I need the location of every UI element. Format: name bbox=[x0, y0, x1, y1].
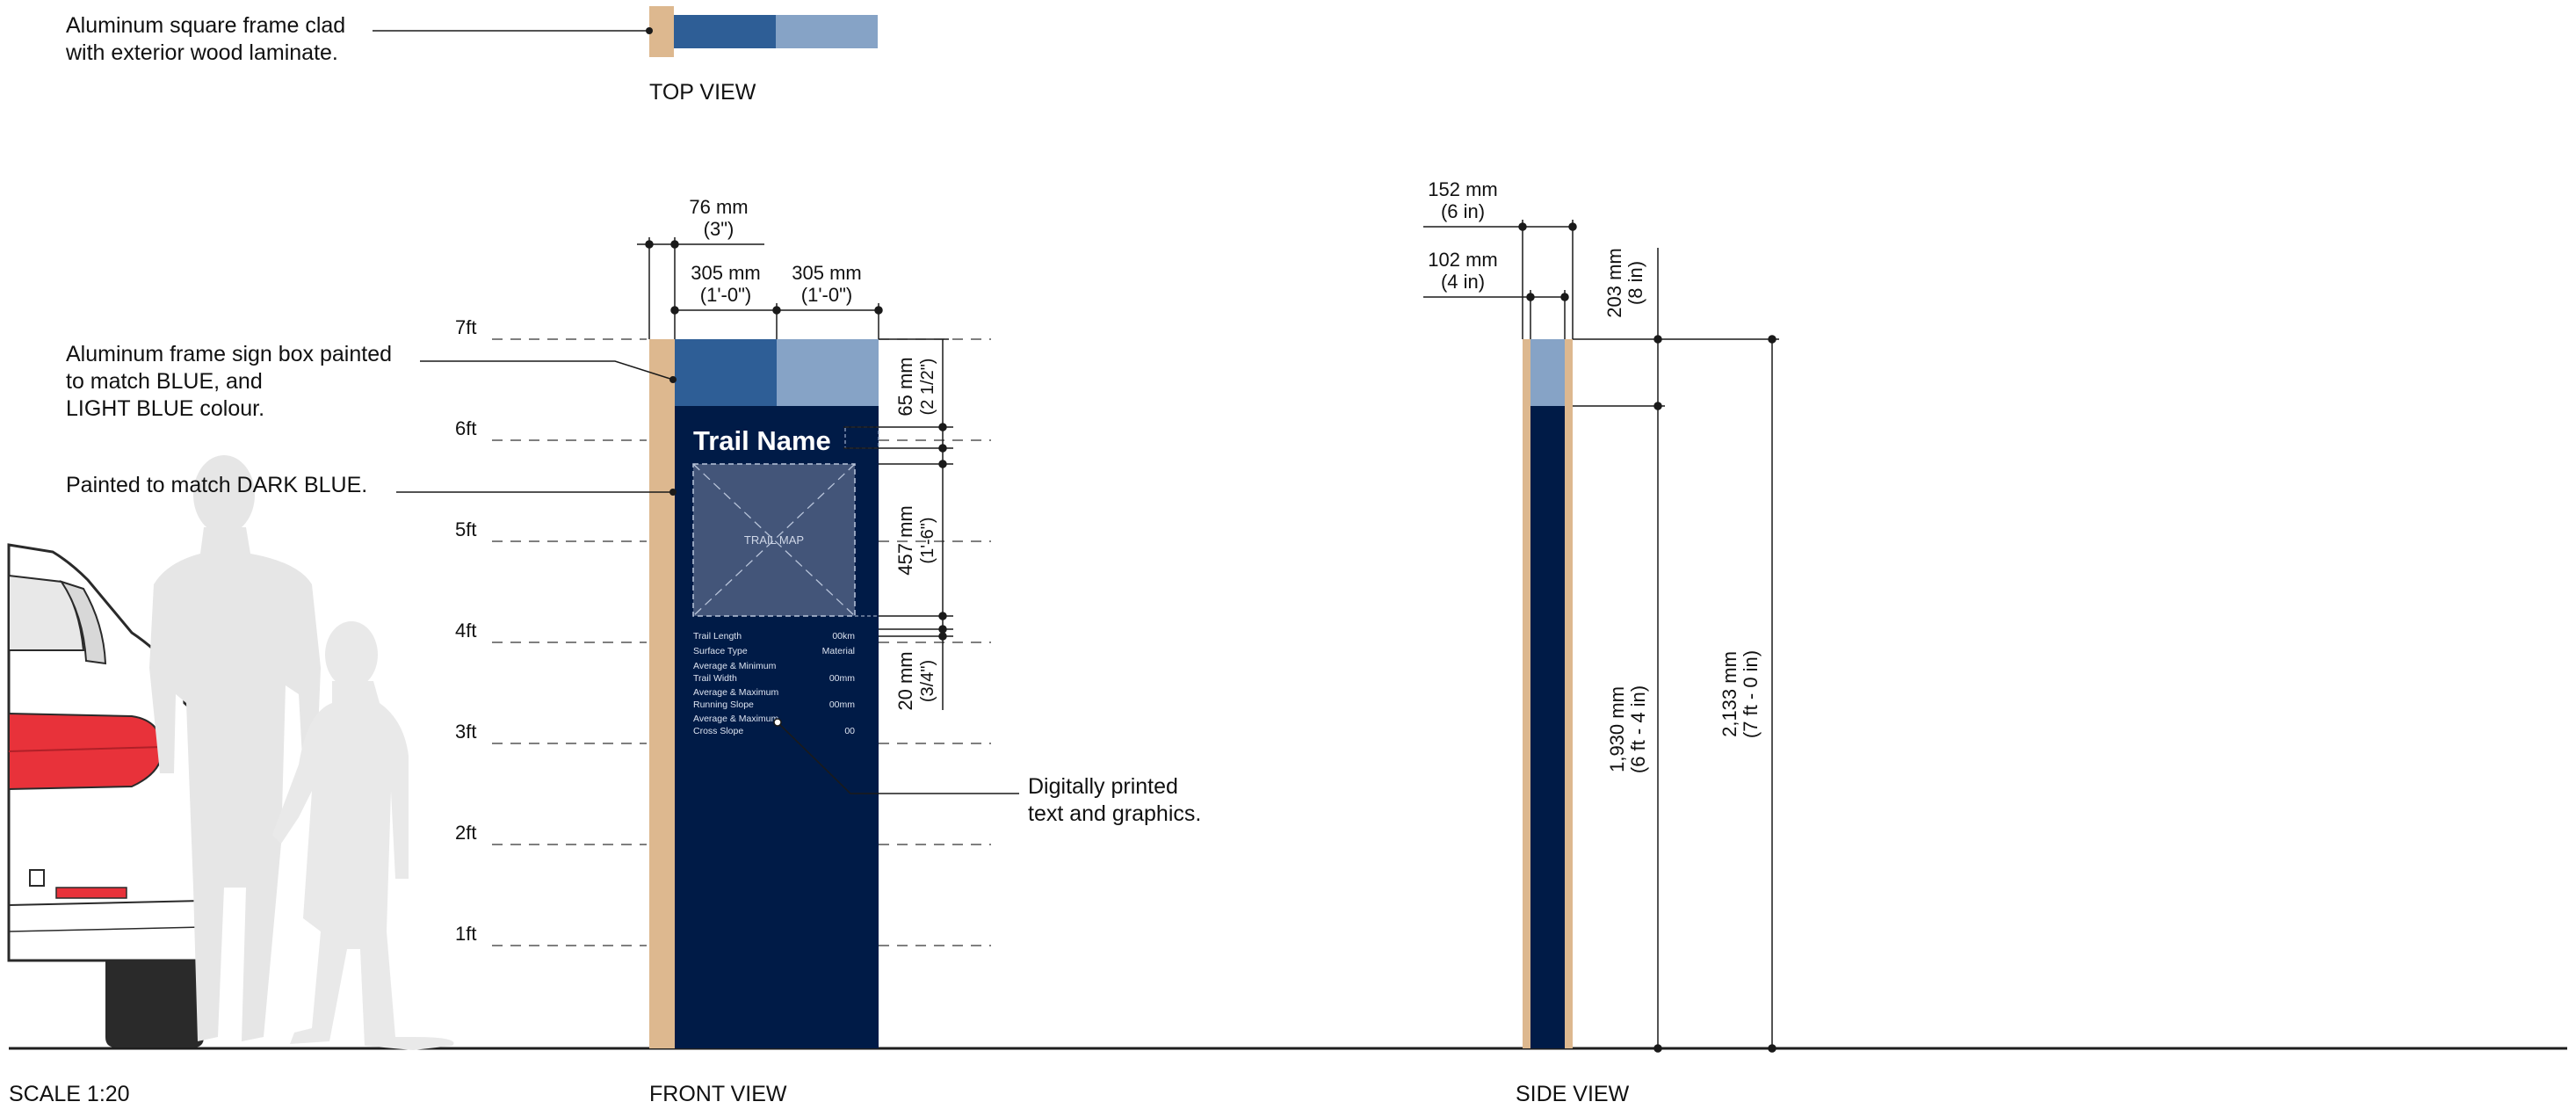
side-inner-dim-mm: 102 mm bbox=[1428, 249, 1497, 271]
height-mark-label: 6ft bbox=[455, 417, 476, 439]
info-row-label: Average & Minimum bbox=[693, 661, 777, 671]
top-clad-note-line2: with exterior wood laminate. bbox=[65, 40, 338, 65]
info-row-label: Average & Maximum bbox=[693, 714, 779, 724]
side-outer-dim-in: (6 in) bbox=[1441, 200, 1485, 222]
top-view-label: TOP VIEW bbox=[649, 80, 756, 105]
side-top-dimensions bbox=[1423, 220, 1577, 339]
signbox-note-line3: LIGHT BLUE colour. bbox=[66, 396, 264, 421]
front-view: Trail Name TRAIL MAP Trail Length 00km Sur… bbox=[66, 196, 1201, 1106]
printed-note-line2: text and graphics. bbox=[1028, 801, 1201, 826]
post-width-dim-in: (3") bbox=[704, 218, 734, 240]
info-row-value: 00km bbox=[832, 631, 855, 641]
height-marks: 7ft 6ft 5ft 4ft 3ft 2ft 1ft bbox=[455, 316, 991, 946]
info-row-value: 00mm bbox=[829, 673, 855, 684]
info-row-label: Average & Maximum bbox=[693, 687, 779, 698]
side-view: 152 mm (6 in) 102 mm (4 in) 203 mm (8 in… bbox=[1423, 178, 1779, 1106]
side-outer-dim-mm: 152 mm bbox=[1428, 178, 1497, 200]
child-silhouette bbox=[272, 621, 454, 1050]
height-mark-label: 4ft bbox=[455, 620, 476, 641]
top-view: Aluminum square frame clad with exterior… bbox=[65, 6, 878, 105]
dark-blue-note: Painted to match DARK BLUE. bbox=[66, 473, 367, 497]
car-silhouette bbox=[7, 543, 244, 1047]
top-view-blue-panel bbox=[674, 15, 776, 48]
side-header-dim-in: (8 in) bbox=[1624, 261, 1646, 305]
height-mark-label: 5ft bbox=[455, 518, 476, 540]
map-height-dim-in: (1'-6") bbox=[918, 517, 937, 563]
height-mark-label: 2ft bbox=[455, 822, 476, 844]
side-post-left bbox=[1523, 339, 1530, 1048]
side-total-height-dim-mm: 2,133 mm bbox=[1719, 651, 1740, 737]
signbox-note-line2: to match BLUE, and bbox=[66, 369, 263, 394]
side-light-blue-header bbox=[1530, 339, 1565, 406]
panel-right-dim-in: (1'-0") bbox=[801, 284, 852, 306]
side-total-height-dim-in: (7 ft - 0 in) bbox=[1740, 650, 1762, 738]
side-header-dim-mm: 203 mm bbox=[1603, 248, 1625, 317]
info-row-value: 00 bbox=[844, 726, 855, 736]
printed-leader bbox=[777, 721, 1019, 794]
height-mark-label: 3ft bbox=[455, 721, 476, 743]
side-panel-height-dim-in: (6 ft - 4 in) bbox=[1627, 685, 1649, 773]
front-blue-header bbox=[675, 339, 777, 406]
front-view-label: FRONT VIEW bbox=[649, 1082, 787, 1106]
info-row-label: Trail Length bbox=[693, 631, 742, 641]
height-mark-label: 7ft bbox=[455, 316, 476, 338]
info-row-label: Surface Type bbox=[693, 646, 748, 656]
panel-right-dim-mm: 305 mm bbox=[792, 262, 861, 284]
info-row-label: Trail Width bbox=[693, 673, 737, 684]
map-height-dim-mm: 457 mm bbox=[894, 505, 916, 575]
trail-map-placeholder: TRAIL MAP bbox=[692, 463, 856, 617]
front-top-dimensions bbox=[637, 237, 883, 339]
trail-name-title: Trail Name bbox=[693, 425, 831, 456]
info-row-value: Material bbox=[822, 646, 855, 656]
panel-left-dim-in: (1'-0") bbox=[700, 284, 751, 306]
scale-label: SCALE 1:20 bbox=[9, 1082, 130, 1106]
trail-map-label: TRAIL MAP bbox=[744, 533, 804, 547]
top-clad-note-line1: Aluminum square frame clad bbox=[66, 13, 345, 38]
info-row-value: 00mm bbox=[829, 699, 855, 710]
printed-note-line1: Digitally printed bbox=[1028, 774, 1178, 799]
info-gap-dim-mm: 20 mm bbox=[894, 651, 916, 710]
height-mark-label: 1ft bbox=[455, 923, 476, 945]
side-dark-blue-panel bbox=[1530, 406, 1565, 1048]
trail-info-table: Trail Length 00km Surface Type Material Aver… bbox=[693, 631, 855, 736]
top-view-light-blue-panel bbox=[776, 15, 878, 48]
adult-silhouette bbox=[149, 455, 321, 1041]
header-height-dim-in: (2 1/2") bbox=[918, 359, 937, 416]
side-panel-height-dim-mm: 1,930 mm bbox=[1606, 686, 1628, 772]
side-view-label: SIDE VIEW bbox=[1516, 1082, 1630, 1106]
top-view-post bbox=[649, 6, 674, 57]
front-light-blue-header bbox=[777, 339, 879, 406]
front-right-dimensions bbox=[843, 338, 953, 710]
signbox-note-line1: Aluminum frame sign box painted bbox=[66, 342, 392, 366]
info-row-label: Running Slope bbox=[693, 699, 754, 710]
panel-left-dim-mm: 305 mm bbox=[691, 262, 760, 284]
info-row-label: Cross Slope bbox=[693, 726, 743, 736]
side-post-right bbox=[1565, 339, 1573, 1048]
post-width-dim-mm: 76 mm bbox=[689, 196, 748, 218]
front-post bbox=[649, 339, 675, 1048]
side-height-dimensions bbox=[1573, 248, 1779, 1053]
signbox-leader bbox=[420, 360, 674, 381]
side-inner-dim-in: (4 in) bbox=[1441, 271, 1485, 293]
header-height-dim-mm: 65 mm bbox=[894, 357, 916, 416]
info-gap-dim-in: (3/4") bbox=[918, 660, 937, 702]
